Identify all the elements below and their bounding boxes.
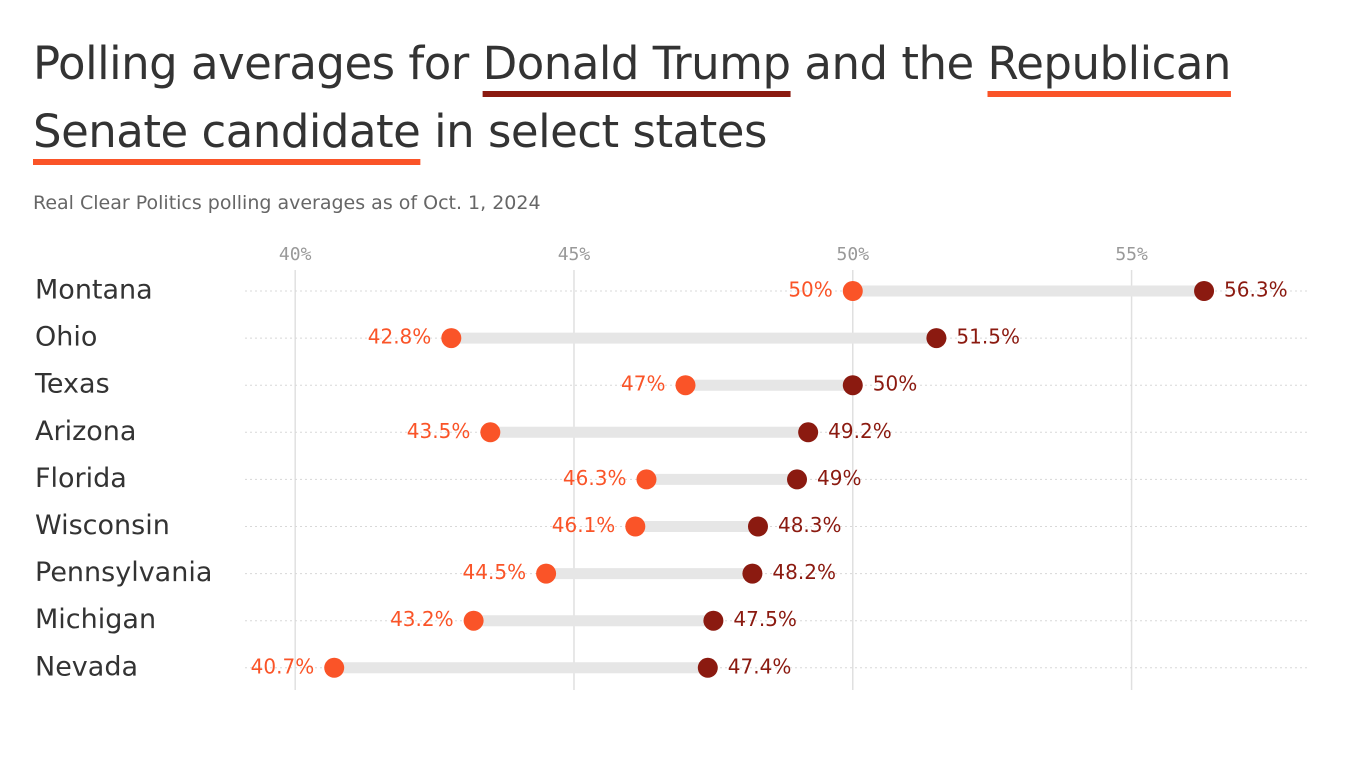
- value-label: 47.4%: [728, 654, 792, 678]
- value-label: 49.2%: [828, 419, 892, 443]
- dot: [842, 281, 863, 301]
- dot: [625, 516, 646, 537]
- dot: [742, 563, 763, 584]
- value-label: 43.5%: [407, 419, 471, 443]
- category-label: Pennsylvania: [35, 557, 212, 588]
- x-tick-label: 55%: [1115, 244, 1148, 265]
- x-tick-label: 45%: [558, 244, 591, 265]
- dot: [536, 563, 557, 584]
- value-label: 51.5%: [956, 325, 1020, 349]
- value-label: 50%: [788, 278, 832, 302]
- value-label: 47%: [621, 372, 665, 396]
- category-label: Michigan: [35, 604, 156, 635]
- chart-title: Polling averages for Donald Trump and th…: [33, 30, 1343, 166]
- dot: [636, 469, 657, 490]
- value-label: 46.1%: [552, 513, 616, 537]
- dot: [703, 610, 724, 631]
- title-text: in select states: [420, 105, 767, 158]
- value-label: 44.5%: [463, 560, 527, 584]
- x-tick-label: 40%: [279, 244, 312, 265]
- dot: [463, 610, 484, 631]
- dot: [842, 375, 863, 396]
- dot: [787, 469, 808, 490]
- value-label: 46.3%: [563, 466, 627, 490]
- category-label: Wisconsin: [35, 510, 170, 541]
- dot: [798, 422, 819, 443]
- dot: [324, 657, 345, 678]
- value-label: 42.8%: [368, 325, 432, 349]
- dot: [1194, 281, 1215, 301]
- category-label: Montana: [35, 275, 153, 306]
- dot: [926, 328, 947, 349]
- category-label: Arizona: [35, 416, 136, 447]
- x-tick-label: 50%: [837, 244, 870, 265]
- dot: [675, 375, 696, 396]
- category-label: Ohio: [35, 322, 97, 353]
- category-label: Florida: [35, 463, 127, 494]
- value-label: 40.7%: [251, 654, 315, 678]
- value-label: 48.3%: [778, 513, 842, 537]
- value-label: 48.2%: [772, 560, 836, 584]
- dot: [480, 422, 501, 443]
- legend-entry: Republican Senate candidate: [33, 37, 1231, 158]
- chart-subtitle: Real Clear Politics polling averages as …: [33, 192, 541, 214]
- value-label: 43.2%: [390, 607, 454, 631]
- legend-entry: Donald Trump: [482, 37, 791, 90]
- title-text: and the: [790, 37, 988, 90]
- dot: [441, 328, 462, 349]
- category-label: Texas: [34, 369, 110, 400]
- dot: [697, 657, 718, 678]
- dot: [747, 516, 768, 537]
- value-label: 49%: [817, 466, 861, 490]
- category-label: Nevada: [35, 651, 138, 682]
- value-label: 50%: [873, 372, 917, 396]
- value-label: 56.3%: [1224, 278, 1288, 302]
- value-label: 47.5%: [733, 607, 797, 631]
- title-text: Polling averages for: [33, 37, 483, 90]
